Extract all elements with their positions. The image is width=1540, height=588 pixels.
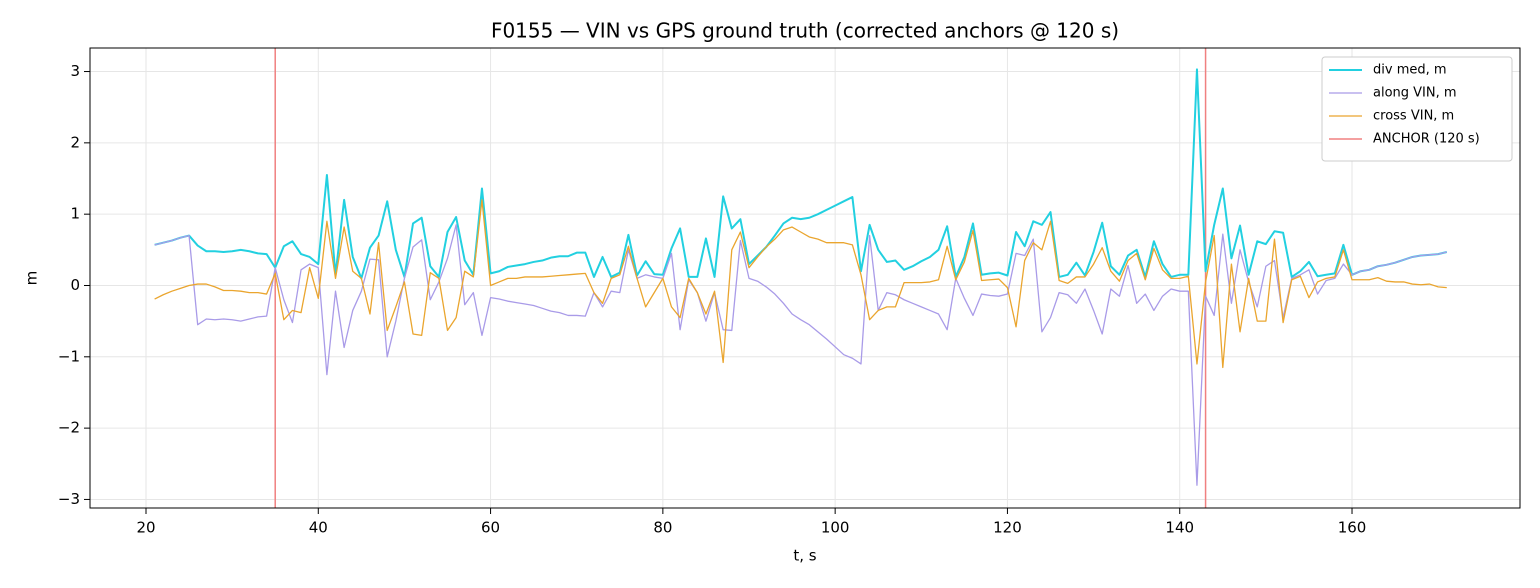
x-tick-label: 160	[1338, 519, 1367, 537]
x-axis-label: t, s	[793, 547, 816, 565]
y-tick-label: −1	[58, 347, 80, 365]
series-line	[154, 68, 1448, 280]
x-tick-label: 20	[136, 519, 155, 537]
y-tick-label: 3	[70, 62, 80, 80]
y-tick-label: −3	[58, 490, 80, 508]
x-tick-label: 80	[653, 519, 672, 537]
y-tick-label: 2	[70, 133, 80, 151]
plot-frame	[89, 47, 1521, 509]
x-tick-label: 40	[309, 519, 328, 537]
y-tick-label: −2	[58, 419, 80, 437]
y-axis-label: m	[23, 271, 41, 286]
legend: div med, m along VIN, m cross VIN, m ANCHOR…	[1321, 56, 1513, 162]
x-tick-label: 100	[821, 519, 850, 537]
x-tick-label: 140	[1165, 519, 1194, 537]
x-tick-label: 60	[481, 519, 500, 537]
legend-box	[1321, 56, 1513, 162]
legend-label: along VIN, m	[1373, 86, 1457, 101]
legend-label: ANCHOR (120 s)	[1373, 132, 1480, 147]
series-line	[154, 224, 1447, 486]
chart-title: F0155 — VIN vs GPS ground truth (correct…	[491, 19, 1119, 43]
x-tick-label: 120	[993, 519, 1022, 537]
series-line	[154, 199, 1447, 369]
legend-label: cross VIN, m	[1373, 109, 1454, 124]
legend-label: div med, m	[1373, 63, 1447, 78]
y-tick-label: 0	[70, 276, 80, 294]
y-tick-label: 1	[70, 205, 80, 223]
